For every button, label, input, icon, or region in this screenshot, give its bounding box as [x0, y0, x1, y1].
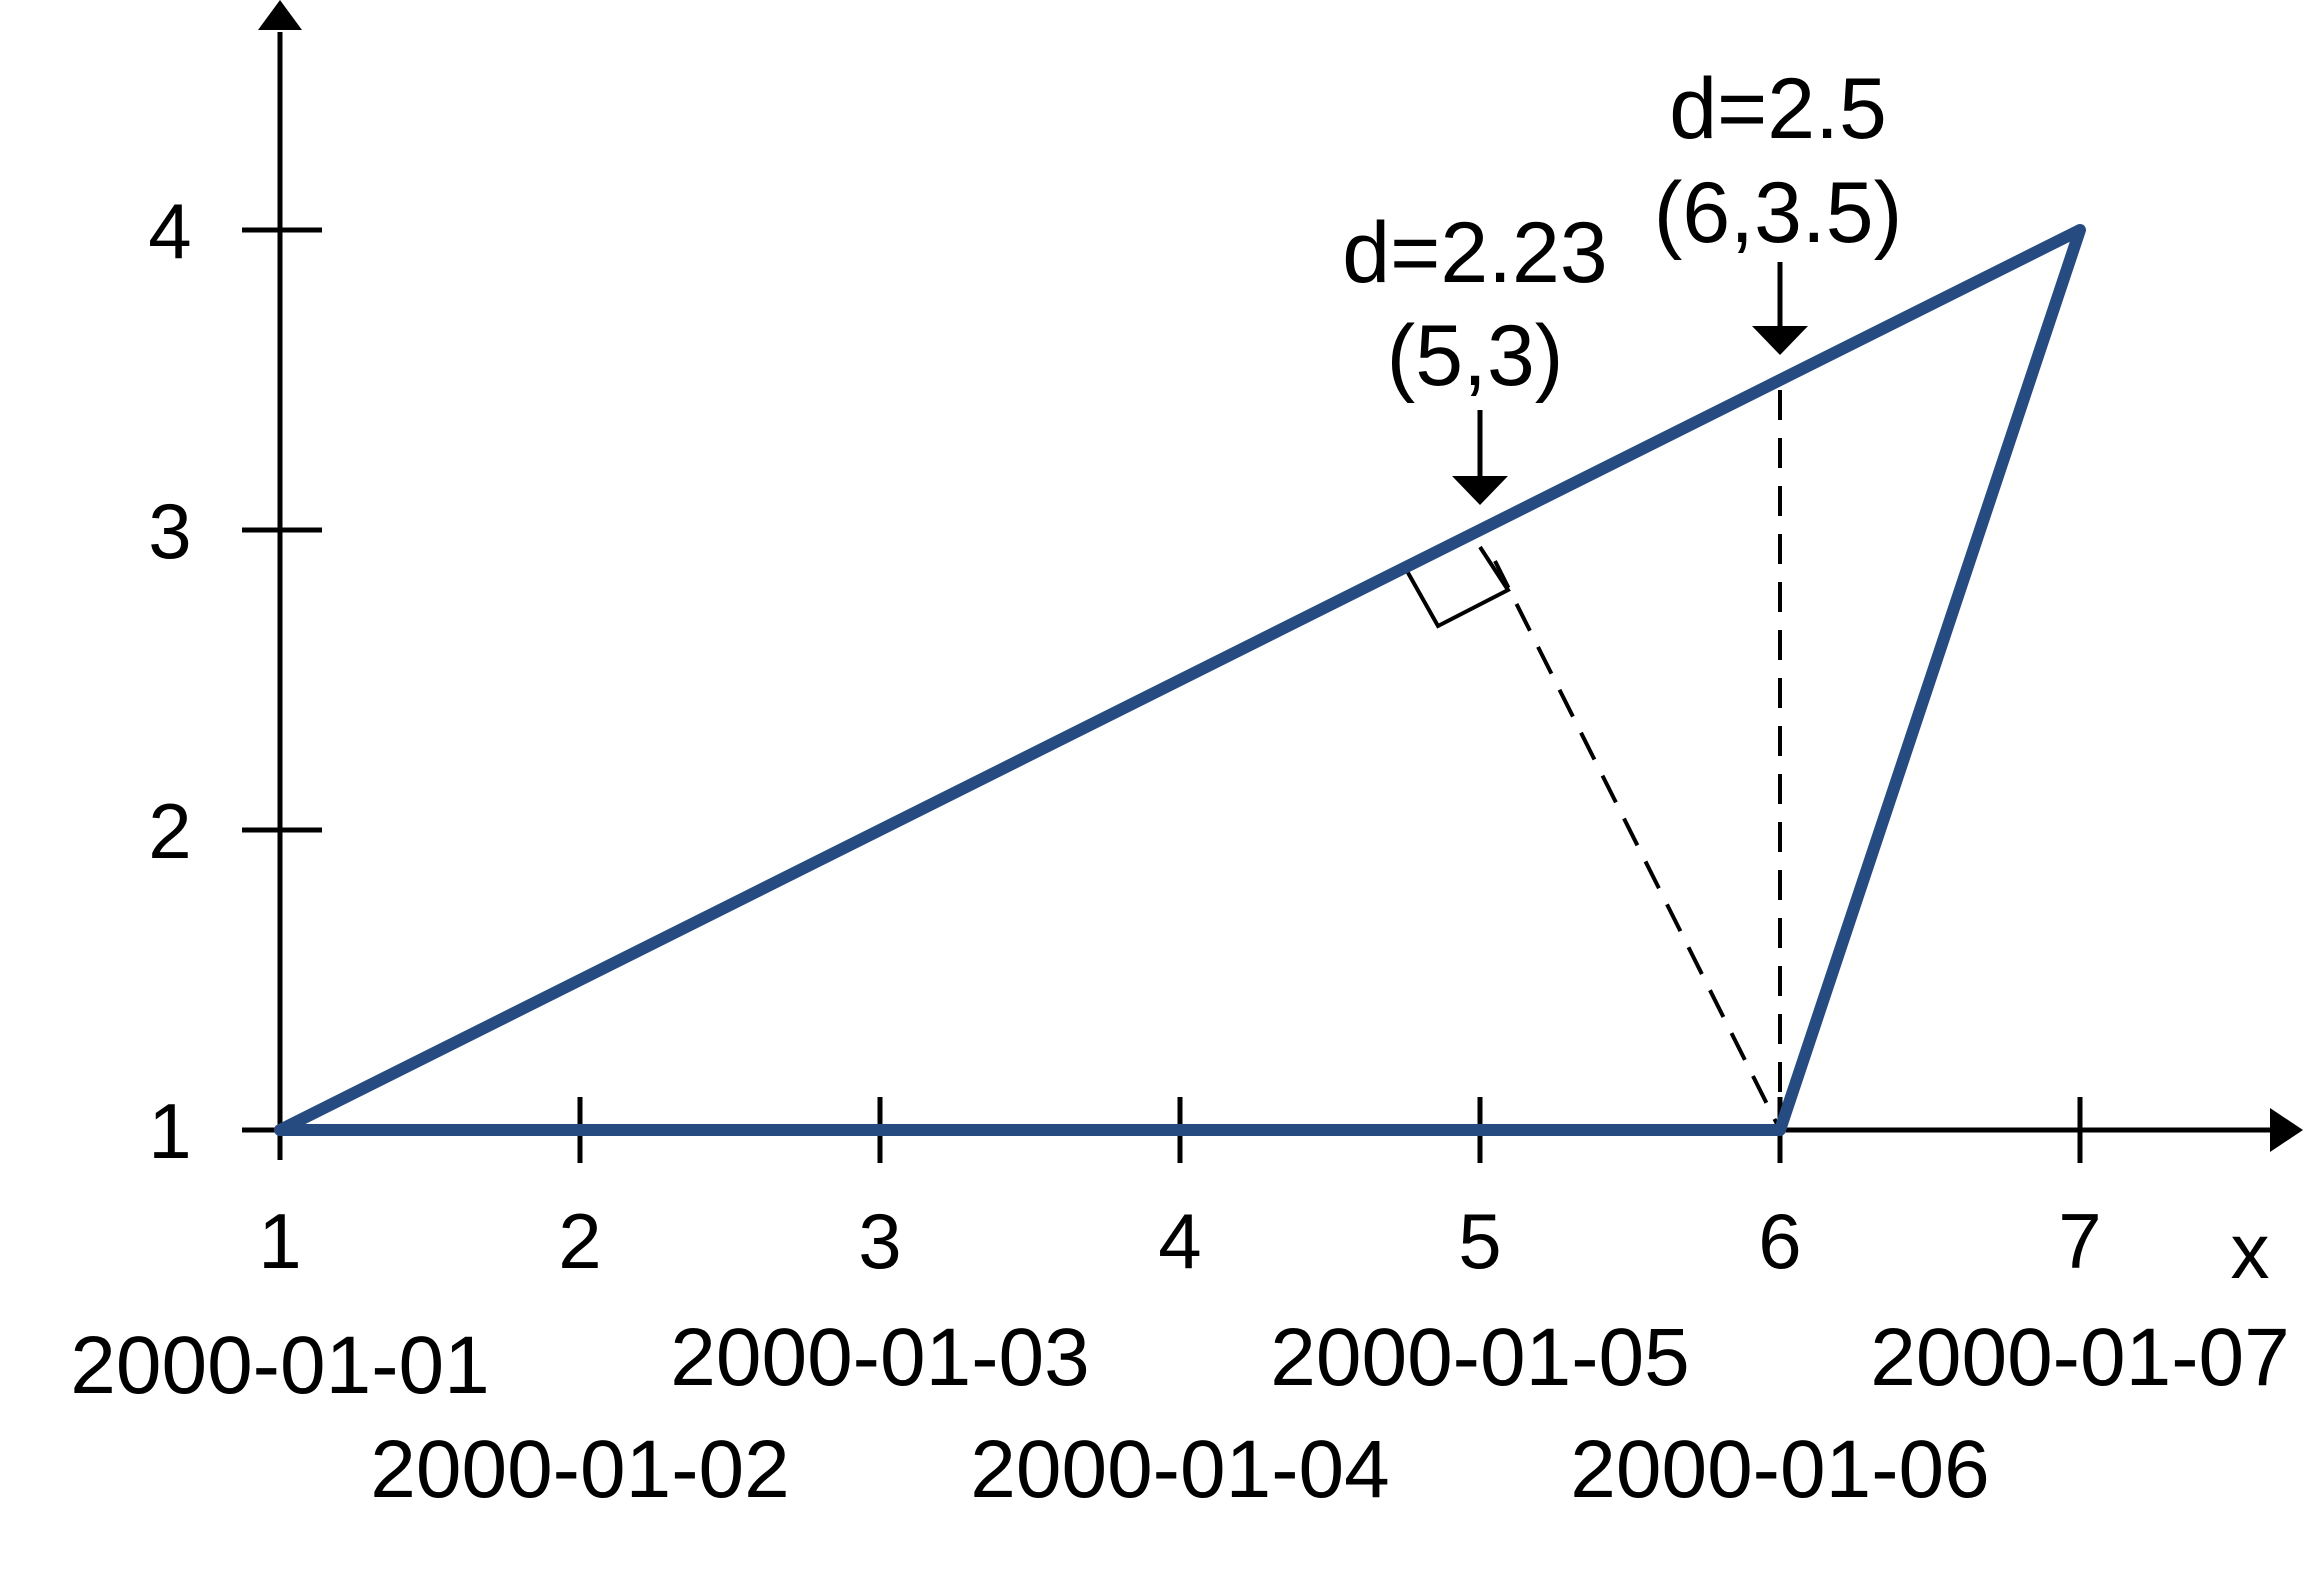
- date-label: 2000-01-06: [1570, 1424, 1989, 1515]
- x-axis-label: x: [2231, 1207, 2270, 1295]
- y-tick-label: 1: [148, 1087, 191, 1175]
- y-tick-label: 4: [148, 187, 191, 275]
- x-tick-label: 2: [558, 1197, 601, 1285]
- y-tick-label: 3: [148, 487, 191, 575]
- perpendicular-distance-line: [1493, 560, 1782, 1131]
- date-label: 2000-01-05: [1270, 1312, 1689, 1403]
- y-tick-label: 2: [148, 787, 191, 875]
- annotation-d-2-5: d=2.5 (6,3.5): [1654, 61, 1903, 355]
- series-line: [274, 224, 2086, 1136]
- annotation-arrow-head: [1752, 326, 1808, 355]
- guides: [1405, 390, 1782, 1131]
- annotation-point-label: (5,3): [1387, 308, 1564, 404]
- date-labels: 2000-01-01 2000-01-02 2000-01-03 2000-01-04…: [70, 1312, 2289, 1515]
- x-tick-label: 7: [2058, 1197, 2101, 1285]
- annotation-distance-label: d=2.5: [1669, 61, 1887, 157]
- annotation-distance-label: d=2.23: [1342, 205, 1607, 301]
- right-angle-marker: [1405, 545, 1511, 629]
- date-label: 2000-01-02: [370, 1424, 789, 1515]
- annotation-arrow-head: [1452, 476, 1508, 505]
- x-tick-label: 5: [1458, 1197, 1501, 1285]
- x-tick-label: 4: [1158, 1197, 1201, 1285]
- series: [274, 224, 2086, 1136]
- date-label: 2000-01-04: [970, 1424, 1389, 1515]
- x-tick-label: 6: [1758, 1197, 1801, 1285]
- date-label: 2000-01-03: [670, 1312, 1089, 1403]
- x-tick-label: 3: [858, 1197, 901, 1285]
- date-label: 2000-01-07: [1870, 1312, 2289, 1403]
- x-tick-label: 1: [258, 1197, 301, 1285]
- annotation-point-label: (6,3.5): [1654, 165, 1903, 261]
- x-axis-arrow: [2270, 1108, 2303, 1152]
- date-label: 2000-01-01: [70, 1320, 489, 1411]
- y-ticks: 1 2 3 4: [148, 187, 322, 1175]
- annotation-d-2-23: d=2.23 (5,3): [1342, 205, 1608, 505]
- y-axis-arrow: [258, 0, 302, 30]
- x-ticks: 1 2 3 4 5 6 7: [258, 1097, 2102, 1285]
